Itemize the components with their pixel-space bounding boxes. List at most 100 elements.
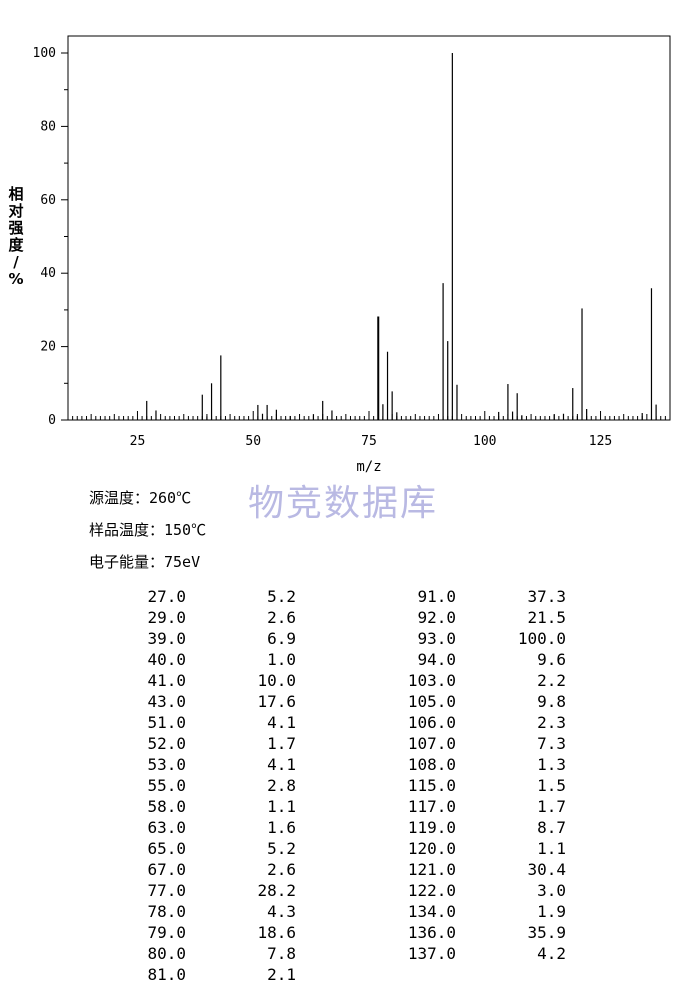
intensity-value: 2.1 — [267, 965, 296, 984]
y-tick-label: 40 — [40, 266, 56, 281]
mz-value: 137.0 — [407, 944, 456, 963]
mz-value: 58.0 — [147, 797, 186, 816]
mz-value: 81.0 — [147, 965, 186, 984]
y-axis-title-char: 强 — [8, 219, 24, 237]
table-row: 93.0 100.0 — [360, 628, 566, 649]
y-axis-title: 相对强度 /% — [6, 186, 26, 288]
intensity-value: 1.9 — [537, 902, 566, 921]
table-row: 55.0 2.8 — [90, 775, 296, 796]
table-row: 80.0 7.8 — [90, 943, 296, 964]
mz-value: 79.0 — [147, 923, 186, 942]
table-row: 40.0 1.0 — [90, 649, 296, 670]
intensity-value: 1.3 — [537, 755, 566, 774]
table-row: 94.0 9.6 — [360, 649, 566, 670]
intensity-value: 35.9 — [527, 923, 566, 942]
mz-value: 52.0 — [147, 734, 186, 753]
table-row: 39.0 6.9 — [90, 628, 296, 649]
y-tick-label: 20 — [40, 340, 56, 355]
x-tick-label: 100 — [473, 434, 496, 449]
mz-value: 117.0 — [407, 797, 456, 816]
watermark: 物竞数据库 — [248, 483, 439, 524]
mz-value: 107.0 — [407, 734, 456, 753]
peak-table-left: 27.0 5.2 29.0 2.6 39.0 6.9 40.0 1.0 41.0 10.0 43.0… — [90, 586, 296, 985]
mz-value: 119.0 — [407, 818, 456, 837]
table-row: 53.0 4.1 — [90, 754, 296, 775]
mz-value: 94.0 — [417, 650, 456, 669]
table-row: 78.0 4.3 — [90, 901, 296, 922]
mz-value: 51.0 — [147, 713, 186, 732]
table-row: 134.0 1.9 — [360, 901, 566, 922]
x-tick-label: 25 — [130, 434, 146, 449]
intensity-value: 1.1 — [267, 797, 296, 816]
mz-value: 77.0 — [147, 881, 186, 900]
intensity-value: 28.2 — [257, 881, 296, 900]
mz-value: 40.0 — [147, 650, 186, 669]
table-row: 105.0 9.8 — [360, 691, 566, 712]
intensity-value: 17.6 — [257, 692, 296, 711]
table-row: 136.0 35.9 — [360, 922, 566, 943]
mass-spectrum-chart: 0 20 40 60 80 100 25 50 75 100 125 m/z — [33, 35, 671, 475]
intensity-value: 6.9 — [267, 629, 296, 648]
y-axis-title-char: / — [13, 253, 19, 271]
mz-value: 43.0 — [147, 692, 186, 711]
intensity-value: 3.0 — [537, 881, 566, 900]
intensity-value: 4.1 — [267, 713, 296, 732]
intensity-value: 37.3 — [527, 587, 566, 606]
intensity-value: 2.6 — [267, 860, 296, 879]
x-tick-label: 75 — [361, 434, 377, 449]
intensity-value: 9.8 — [537, 692, 566, 711]
mz-value: 108.0 — [407, 755, 456, 774]
mz-value: 65.0 — [147, 839, 186, 858]
table-row: 41.0 10.0 — [90, 670, 296, 691]
intensity-value: 8.7 — [537, 818, 566, 837]
mz-value: 91.0 — [417, 587, 456, 606]
table-row: 65.0 5.2 — [90, 838, 296, 859]
intensity-value: 2.3 — [537, 713, 566, 732]
table-row: 63.0 1.6 — [90, 817, 296, 838]
y-axis-title-char: 相 — [8, 185, 24, 203]
mz-value: 120.0 — [407, 839, 456, 858]
table-row: 106.0 2.3 — [360, 712, 566, 733]
y-tick-label: 60 — [40, 193, 56, 208]
table-row: 79.0 18.6 — [90, 922, 296, 943]
y-tick-label: 100 — [33, 46, 56, 61]
x-axis: 25 50 75 100 125 — [72, 411, 666, 449]
intensity-value: 7.3 — [537, 734, 566, 753]
mz-value: 41.0 — [147, 671, 186, 690]
mz-value: 103.0 — [407, 671, 456, 690]
intensity-value: 1.5 — [537, 776, 566, 795]
mz-value: 55.0 — [147, 776, 186, 795]
intensity-value: 5.2 — [267, 839, 296, 858]
table-row: 52.0 1.7 — [90, 733, 296, 754]
mz-value: 80.0 — [147, 944, 186, 963]
table-row: 51.0 4.1 — [90, 712, 296, 733]
mz-value: 134.0 — [407, 902, 456, 921]
mz-value: 67.0 — [147, 860, 186, 879]
table-row: 77.0 28.2 — [90, 880, 296, 901]
intensity-value: 1.7 — [537, 797, 566, 816]
x-tick-label: 125 — [589, 434, 612, 449]
mz-value: 93.0 — [417, 629, 456, 648]
intensity-value: 4.3 — [267, 902, 296, 921]
peak-table-right: 91.0 37.3 92.0 21.5 93.0 100.0 94.0 9.6 103.0 2.2… — [360, 586, 566, 964]
table-row: 121.0 30.4 — [360, 859, 566, 880]
table-row: 120.0 1.1 — [360, 838, 566, 859]
table-row: 107.0 7.3 — [360, 733, 566, 754]
table-row: 92.0 21.5 — [360, 607, 566, 628]
mz-value: 92.0 — [417, 608, 456, 627]
table-row: 29.0 2.6 — [90, 607, 296, 628]
mz-value: 63.0 — [147, 818, 186, 837]
y-axis-title-char: 对 — [8, 202, 24, 220]
mz-value: 121.0 — [407, 860, 456, 879]
y-axis-title-char: % — [8, 270, 24, 288]
table-row: 81.0 2.1 — [90, 964, 296, 985]
table-row: 119.0 8.7 — [360, 817, 566, 838]
mz-value: 105.0 — [407, 692, 456, 711]
sample-temperature: 样品温度：150℃ — [89, 521, 207, 539]
intensity-value: 1.0 — [267, 650, 296, 669]
intensity-value: 9.6 — [537, 650, 566, 669]
intensity-value: 2.2 — [537, 671, 566, 690]
table-row: 117.0 1.7 — [360, 796, 566, 817]
x-tick-label: 50 — [245, 434, 261, 449]
y-tick-label: 80 — [40, 119, 56, 134]
